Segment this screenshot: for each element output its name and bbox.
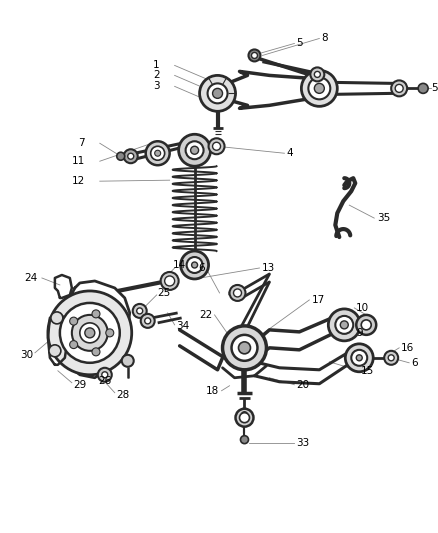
Text: 3: 3 [153,82,160,91]
Circle shape [240,435,248,443]
Circle shape [155,150,161,156]
Circle shape [345,344,373,372]
Text: 10: 10 [356,303,369,313]
Text: 20: 20 [297,379,310,390]
Circle shape [351,350,367,366]
Text: 8: 8 [321,34,328,44]
Circle shape [208,83,227,103]
Text: 1: 1 [153,60,160,70]
Circle shape [106,329,114,337]
Circle shape [191,146,198,154]
Circle shape [301,70,337,106]
Text: 26: 26 [99,376,112,386]
Text: 18: 18 [206,386,219,395]
Circle shape [161,272,179,290]
Circle shape [232,335,258,361]
Text: 6: 6 [411,358,418,368]
Circle shape [70,341,78,349]
Circle shape [336,316,353,334]
Circle shape [92,348,100,356]
Text: 14: 14 [173,260,186,270]
Circle shape [248,50,261,61]
Circle shape [212,88,223,99]
Circle shape [356,315,376,335]
Circle shape [70,317,78,325]
Circle shape [418,83,428,93]
Circle shape [165,276,175,286]
Circle shape [145,318,151,324]
Text: 24: 24 [25,273,38,283]
Circle shape [311,67,324,82]
Circle shape [80,323,100,343]
Text: 30: 30 [20,350,33,360]
Text: 5: 5 [431,83,438,93]
Circle shape [240,413,250,423]
Circle shape [230,285,245,301]
Circle shape [180,251,208,279]
Circle shape [48,291,132,375]
Circle shape [314,71,320,77]
Circle shape [92,310,100,318]
Circle shape [212,142,221,150]
Circle shape [85,328,95,338]
Circle shape [314,83,324,93]
Circle shape [395,84,403,92]
Circle shape [388,355,394,361]
Text: 15: 15 [361,366,374,376]
Circle shape [340,321,348,329]
Circle shape [384,351,398,365]
Circle shape [223,326,266,370]
Text: 34: 34 [177,321,190,331]
Circle shape [72,315,108,351]
Circle shape [146,141,170,165]
Circle shape [241,411,247,418]
Text: 25: 25 [158,288,171,298]
Circle shape [49,345,61,357]
Text: 16: 16 [401,343,414,353]
Circle shape [102,372,108,378]
Circle shape [236,409,254,427]
Circle shape [208,138,225,154]
Text: 22: 22 [199,310,212,320]
Circle shape [356,355,362,361]
Circle shape [60,303,120,363]
Text: 11: 11 [71,156,85,166]
Text: 35: 35 [377,213,390,223]
Text: 9: 9 [356,328,363,338]
Circle shape [151,146,165,160]
Circle shape [128,153,134,159]
Circle shape [200,75,236,111]
Circle shape [122,355,134,367]
Text: 13: 13 [261,263,275,273]
Circle shape [251,52,258,59]
Circle shape [308,77,330,99]
Circle shape [187,257,203,273]
Circle shape [191,262,198,268]
Circle shape [186,141,204,159]
Text: 5: 5 [297,38,303,49]
Text: 28: 28 [116,390,129,400]
Circle shape [179,134,211,166]
Text: 33: 33 [297,438,310,448]
Circle shape [133,304,147,318]
Text: 17: 17 [311,295,325,305]
Circle shape [328,309,360,341]
Circle shape [124,149,138,163]
Text: 7: 7 [78,138,85,148]
Text: 2: 2 [153,70,160,80]
Circle shape [98,368,112,382]
Circle shape [137,308,143,314]
Text: 29: 29 [73,379,86,390]
Circle shape [233,289,241,297]
Circle shape [141,314,155,328]
Circle shape [361,320,371,330]
Circle shape [117,152,125,160]
Circle shape [239,409,251,421]
Circle shape [239,342,251,354]
Text: 6: 6 [198,263,205,273]
Text: 4: 4 [286,148,293,158]
Circle shape [391,80,407,96]
Text: 12: 12 [71,176,85,186]
Circle shape [51,312,63,324]
